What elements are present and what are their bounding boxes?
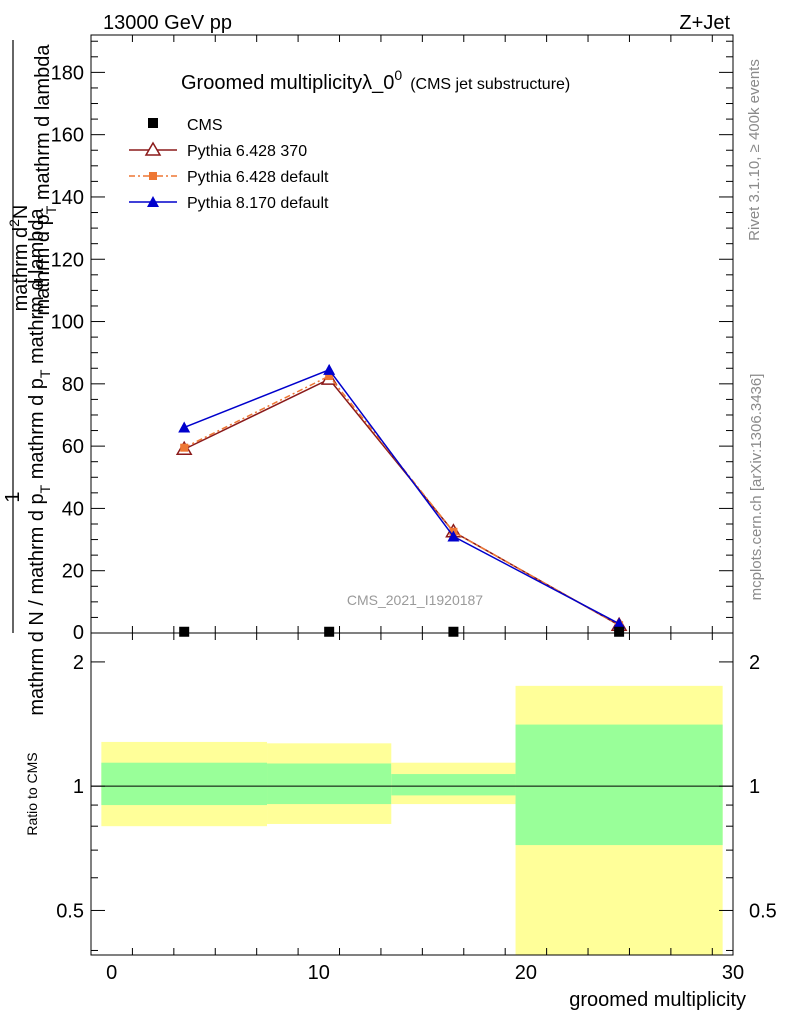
- ratio-y-axis-label: Ratio to CMS: [24, 752, 40, 835]
- legend-py6-370-marker: [144, 141, 162, 156]
- main-y-zero-label: 0: [73, 622, 84, 644]
- legend-py6-370-label: Pythia 6.428 370: [187, 143, 307, 160]
- data-point-py8-default: [613, 617, 626, 629]
- ratio-bands: [101, 685, 723, 955]
- main-y-tick-label: 80: [62, 374, 84, 396]
- series-line-3: [183, 368, 620, 625]
- main-x-ticks: [90, 35, 713, 633]
- data-point-cms: [448, 626, 459, 637]
- main-panel: 20 40 60 80 100 120 140 160 180 0 Groomed multipl…: [51, 34, 734, 644]
- legend-cms-label: CMS: [187, 117, 223, 134]
- main-y-tick-label: 180: [51, 62, 84, 84]
- main-y-ticks: 20 40 60 80 100 120 140 160 180 0: [51, 40, 733, 644]
- main-y-axis-label: mathrm d2N mathrm d pT mathrm d lambda 1…: [2, 40, 59, 716]
- ratio-x-tick-label: 20: [515, 962, 537, 984]
- ratio-x-tick-label: 10: [308, 962, 330, 984]
- ratio-x-tick-label: 0: [106, 962, 117, 984]
- ratio-y-ticks: 0.5 0.5 1 1 2 2: [56, 652, 777, 951]
- ylabel-denominator: mathrm d N / mathrm d pT mathrm d pT mat…: [26, 207, 53, 715]
- process-label: Z+Jet: [679, 12, 730, 34]
- ratio-y-tick-label: 0.5: [56, 900, 84, 922]
- mcplots-label: mcplots.cern.ch [arXiv:1306.3436]: [748, 374, 765, 601]
- ratio-x-tick-label: 30: [722, 962, 744, 984]
- data-point-cms: [614, 626, 625, 637]
- ratio-band-green: [515, 724, 723, 846]
- data-point-cms: [324, 626, 335, 637]
- main-y-tick-label: 60: [62, 436, 84, 458]
- analysis-label: CMS_2021_I1920187: [347, 592, 483, 608]
- ratio-band-green: [101, 762, 268, 806]
- ratio-y-tick-label-right: 1: [749, 776, 760, 798]
- legend-py6-default-label: Pythia 6.428 default: [187, 169, 329, 186]
- x-axis-label: groomed multiplicity: [569, 989, 746, 1011]
- data-point-py8-default: [323, 363, 336, 375]
- ratio-y-tick-label-right: 2: [749, 652, 760, 674]
- energy-label: 13000 GeV pp: [103, 12, 232, 34]
- ratio-y-tick-label: 2: [73, 652, 84, 674]
- ratio-panel: 0.5 0.5 1 1 2 2 0 10 20 30 Ratio to CMS groomed …: [24, 632, 777, 1011]
- data-point-py6-default: [325, 372, 334, 381]
- main-y-tick-label: 160: [51, 125, 84, 147]
- ratio-y-tick-label: 1: [73, 776, 84, 798]
- legend-py8-default-label: Pythia 8.170 default: [187, 195, 329, 212]
- legend-py6-default-marker: [149, 172, 157, 180]
- series-line-1: [183, 378, 620, 626]
- rivet-label: Rivet 3.1.10, ≥ 400k events: [746, 59, 763, 241]
- main-y-tick-label: 140: [51, 187, 84, 209]
- ratio-band-green: [267, 763, 392, 805]
- main-y-tick-label: 40: [62, 498, 84, 520]
- plot-title: Groomed multiplicityλ_00(CMS jet substru…: [181, 67, 570, 94]
- main-y-tick-label: 120: [51, 249, 84, 271]
- legend-py8-default-marker: [147, 196, 159, 207]
- main-series: [175, 363, 628, 637]
- ratio-x-ticks: 0 10 20 30: [90, 633, 744, 984]
- data-point-cms: [179, 626, 190, 637]
- ratio-y-tick-label-right: 0.5: [749, 900, 777, 922]
- data-point-py8-default: [447, 530, 460, 542]
- data-point-py6-default: [180, 443, 189, 452]
- ratio-band-green: [391, 774, 516, 796]
- ratio-frame: [90, 632, 734, 956]
- ylabel-numerator: mathrm d2N: [6, 205, 32, 312]
- ylabel-line1: mathrm d pT mathrm d lambda: [32, 44, 59, 316]
- main-y-tick-label: 100: [51, 312, 84, 334]
- main-y-tick-label: 20: [62, 561, 84, 583]
- data-point-py8-default: [178, 421, 191, 433]
- legend-cms-marker: [148, 118, 158, 128]
- legend: CMS Pythia 6.428 370 Pythia 6.428 defaul…: [129, 117, 329, 212]
